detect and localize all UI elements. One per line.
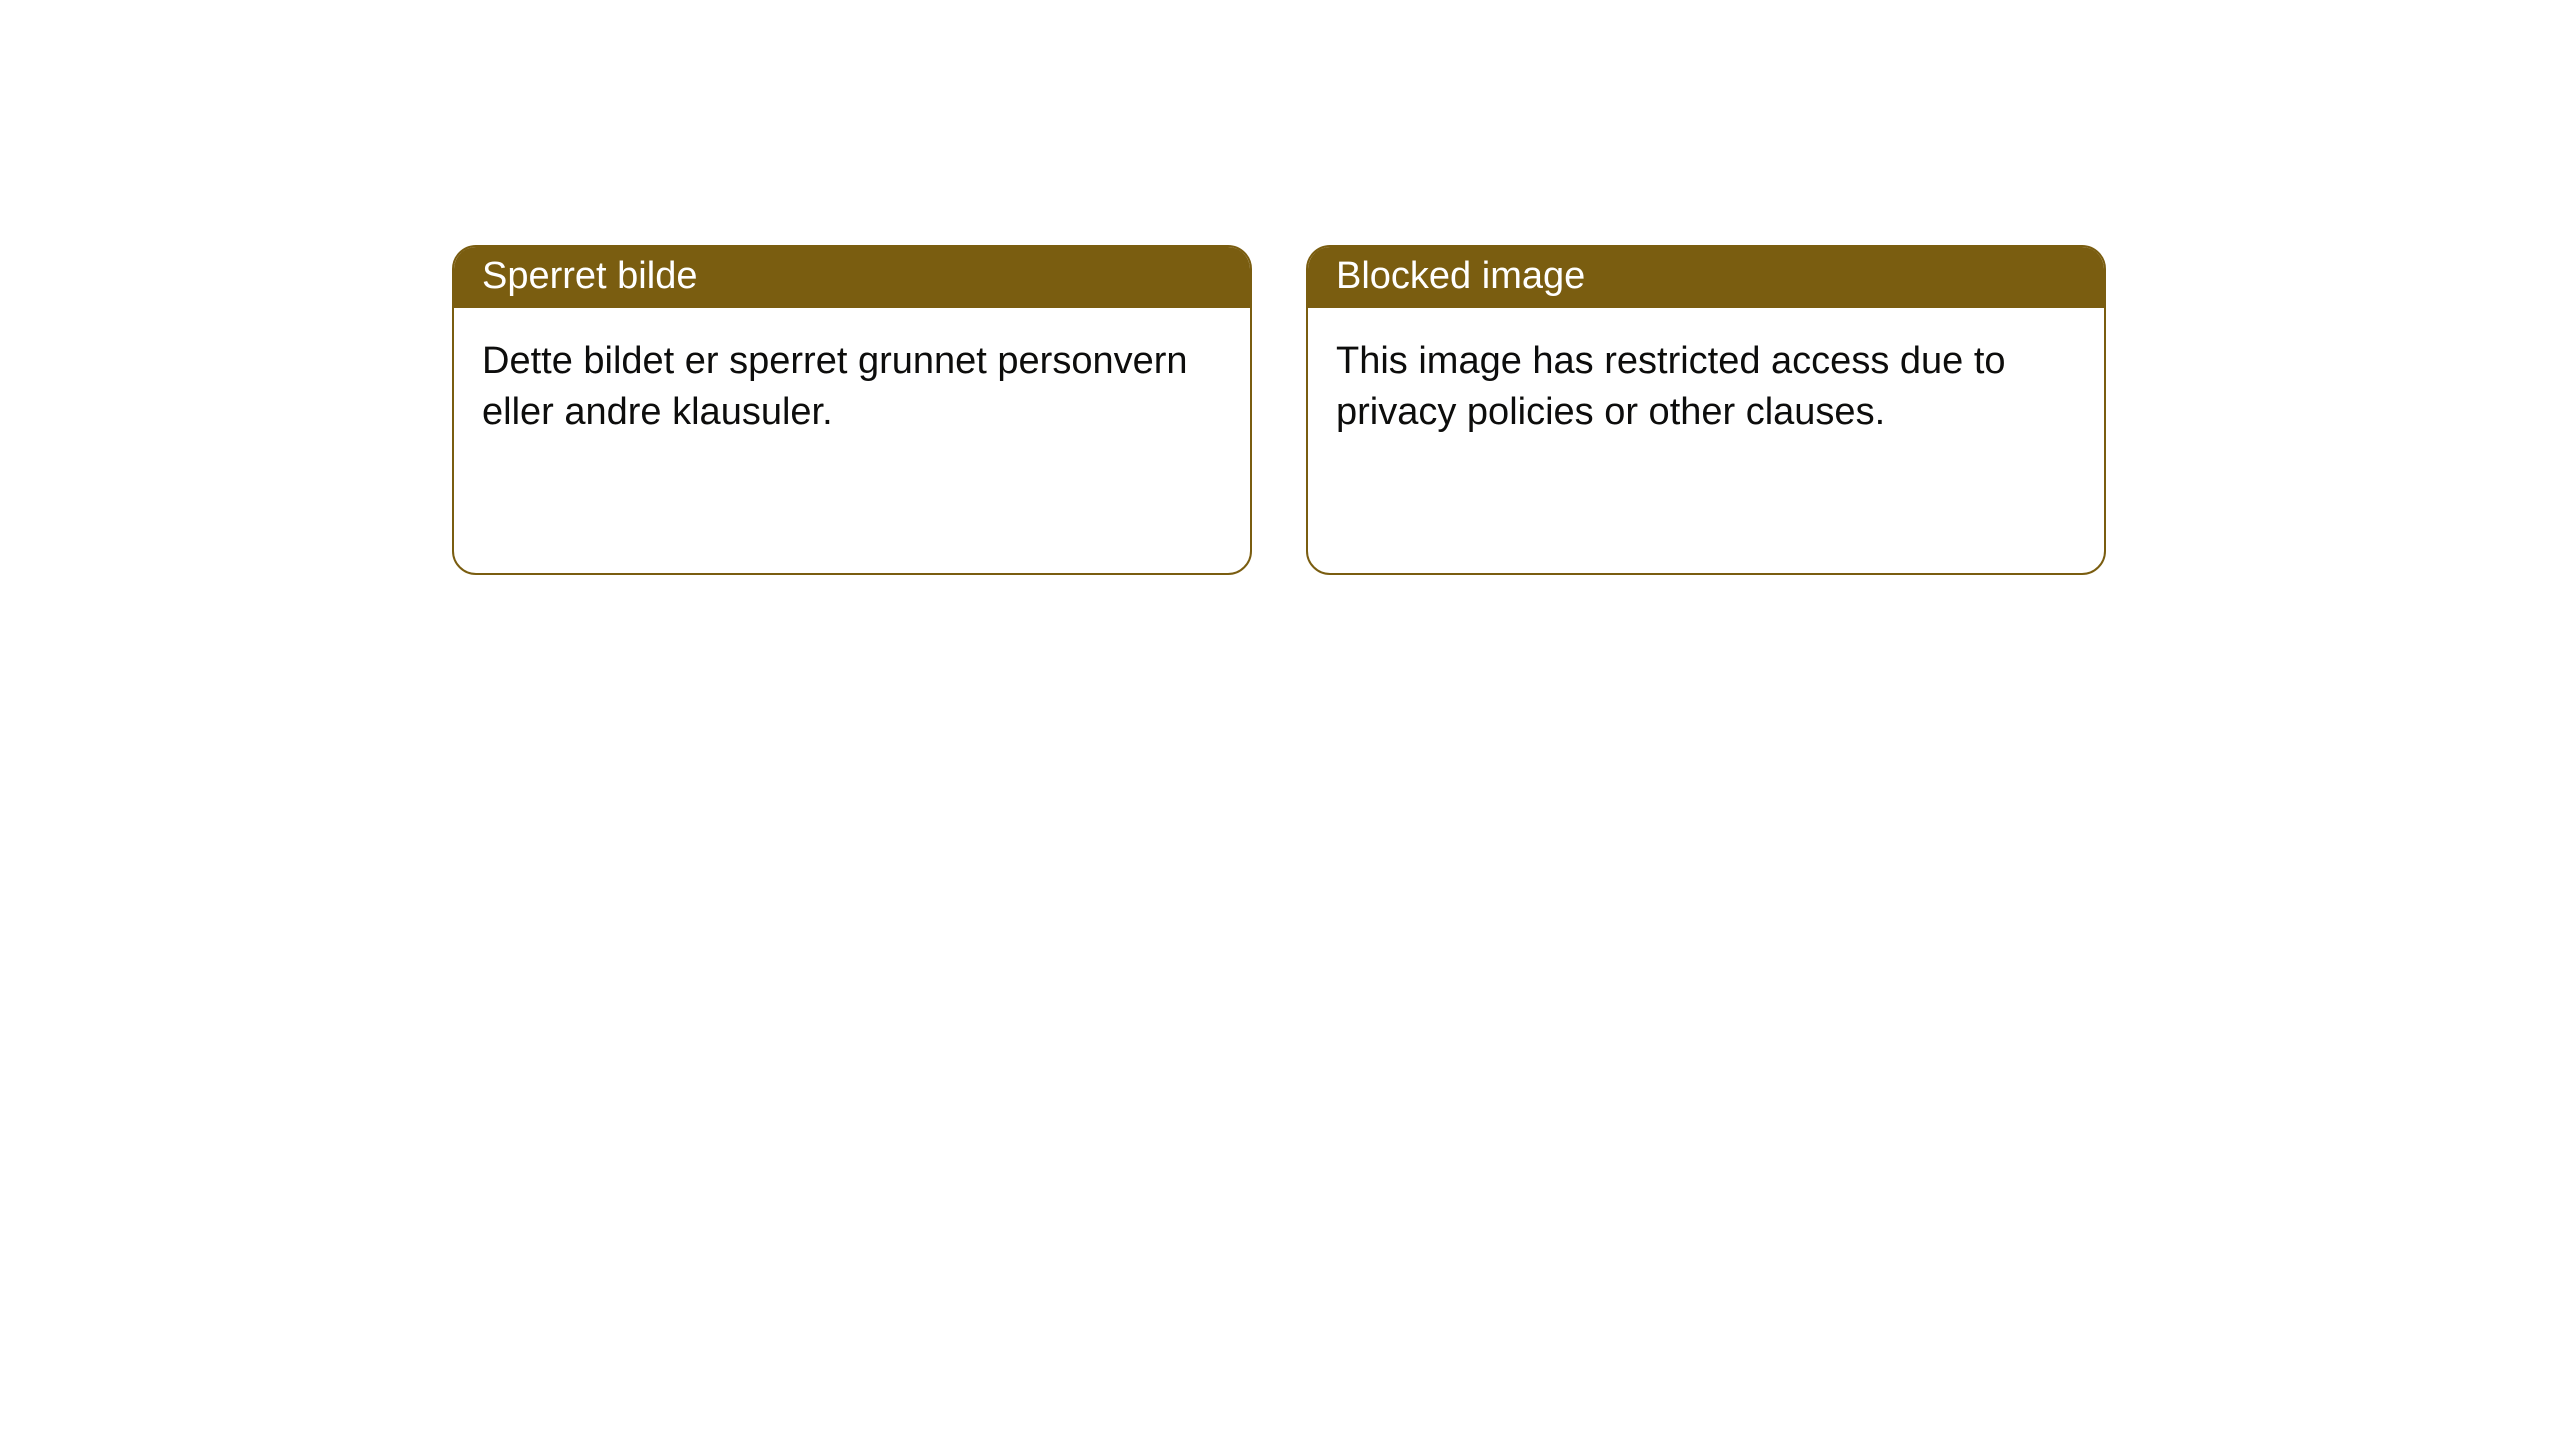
card-body: Dette bildet er sperret grunnet personve… bbox=[454, 308, 1250, 467]
notice-card-norwegian: Sperret bilde Dette bildet er sperret gr… bbox=[452, 245, 1252, 575]
notice-container: Sperret bilde Dette bildet er sperret gr… bbox=[452, 245, 2106, 575]
card-header: Sperret bilde bbox=[454, 247, 1250, 308]
notice-card-english: Blocked image This image has restricted … bbox=[1306, 245, 2106, 575]
card-header: Blocked image bbox=[1308, 247, 2104, 308]
card-body: This image has restricted access due to … bbox=[1308, 308, 2104, 467]
